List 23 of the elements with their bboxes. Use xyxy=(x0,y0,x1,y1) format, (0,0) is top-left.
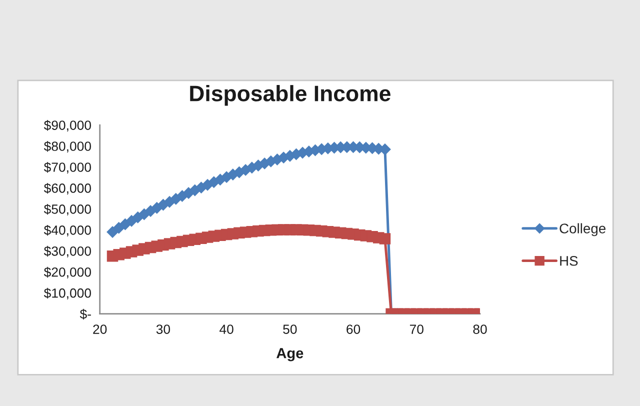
x-tick-label: 60 xyxy=(346,324,360,334)
x-tick-label: 50 xyxy=(283,324,297,334)
y-tick-label: $10,000 xyxy=(44,288,91,300)
y-tick-label: $90,000 xyxy=(44,120,91,132)
legend-label: College xyxy=(560,223,606,236)
point xyxy=(106,226,118,238)
y-tick-label: $60,000 xyxy=(44,182,91,194)
x-tick-label: 70 xyxy=(410,324,424,334)
y-tick-label: $40,000 xyxy=(44,224,91,236)
x-tick-label: 30 xyxy=(156,324,170,334)
y-tick-label: $50,000 xyxy=(44,204,91,216)
y-tick-label: $30,000 xyxy=(44,246,91,258)
x-tick-label: 80 xyxy=(473,324,487,334)
legend-label: HS xyxy=(560,256,578,266)
y-tick-label: $- xyxy=(80,308,91,320)
x-axis-title: Age xyxy=(276,348,304,362)
y-tick-label: $70,000 xyxy=(44,162,91,174)
chart-title: Disposable Income xyxy=(190,85,390,106)
y-tick-label: $80,000 xyxy=(44,141,91,152)
x-tick-label: 20 xyxy=(93,324,107,334)
x-tick-label: 40 xyxy=(220,324,234,334)
y-tick-label: $20,000 xyxy=(44,266,91,278)
point xyxy=(379,233,391,244)
